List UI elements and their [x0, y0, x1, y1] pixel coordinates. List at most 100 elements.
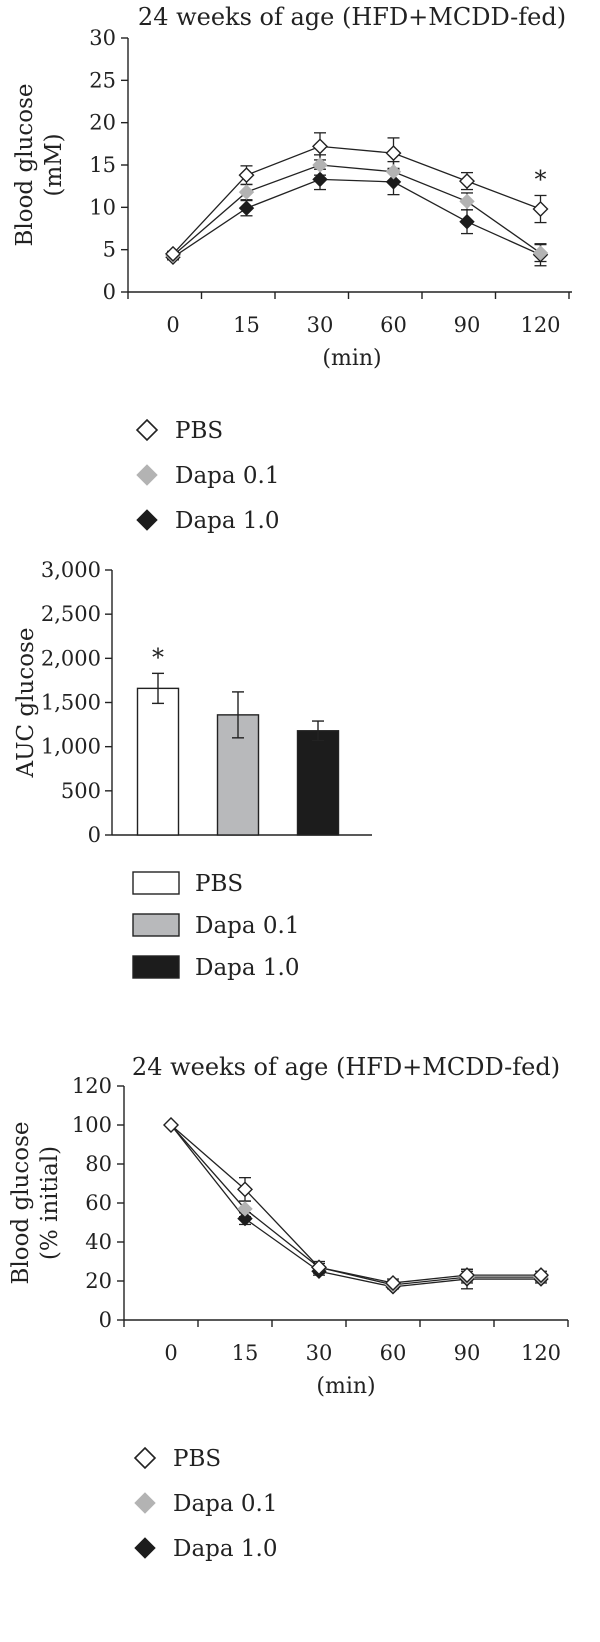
legend-label: PBS — [195, 871, 243, 897]
y-axis-label-line: Blood glucose — [8, 1121, 34, 1284]
bar — [136, 687, 180, 836]
y-tick-label: 120 — [72, 1074, 112, 1098]
legend-label: Dapa 1.0 — [173, 1536, 277, 1562]
series-line — [172, 145, 541, 255]
data-point — [238, 167, 255, 184]
y-tick-label: 40 — [85, 1230, 112, 1254]
x-tick-label: 60 — [380, 313, 407, 337]
x-tick-label: 90 — [454, 313, 481, 337]
legend-swatch — [132, 913, 180, 937]
y-axis-label-line: (% initial) — [37, 1146, 63, 1260]
significance-marker: * — [535, 165, 547, 193]
bar — [296, 730, 340, 836]
y-tick-label: 1,000 — [41, 735, 101, 759]
y-tick-label: 1,500 — [41, 691, 101, 715]
legend-marker — [134, 1492, 156, 1514]
data-point — [459, 173, 475, 190]
legend-label: Dapa 1.0 — [195, 955, 299, 981]
y-axis-label: Blood glucose (mM) — [12, 83, 67, 246]
y-axis-label: Blood glucose (% initial) — [8, 1121, 63, 1284]
y-tick-label: 500 — [61, 779, 101, 803]
legend-marker — [136, 509, 158, 531]
y-tick-label: 60 — [85, 1191, 112, 1215]
x-tick-label: 15 — [232, 1341, 259, 1365]
data-point — [533, 1267, 549, 1284]
y-tick-label: 20 — [89, 111, 116, 135]
series-line — [172, 178, 541, 258]
y-tick-label: 25 — [89, 68, 116, 92]
y-tick-label: 20 — [85, 1269, 112, 1293]
y-axis-label: AUC glucose — [13, 628, 39, 779]
series-line — [172, 164, 541, 257]
series-line — [170, 1124, 541, 1284]
series-line — [170, 1124, 541, 1286]
glucose-tolerance-chart: 24 weeks of age (HFD+MCDD-fed) 0 5 10 15 20 25… — [12, 3, 572, 371]
legend-label: PBS — [175, 418, 223, 444]
y-tick-label: 80 — [85, 1152, 112, 1176]
legend-marker — [136, 464, 158, 486]
x-tick-label: 60 — [380, 1341, 407, 1365]
legend-label: Dapa 0.1 — [195, 913, 299, 939]
x-axis-label: (min) — [322, 346, 381, 371]
legend-marker — [135, 418, 159, 442]
data-point — [165, 245, 181, 262]
y-axis-label-line: Blood glucose — [12, 83, 38, 246]
x-axis-label: (min) — [316, 1374, 375, 1399]
y-tick-label: 2,000 — [41, 646, 101, 670]
data-point — [312, 171, 328, 188]
data-point — [532, 201, 549, 218]
legend-marker — [134, 1537, 156, 1559]
legend-label: PBS — [173, 1446, 221, 1472]
data-point — [237, 1201, 253, 1217]
x-tick-label: 30 — [306, 1341, 333, 1365]
data-point — [459, 214, 475, 230]
x-tick-label: 0 — [166, 313, 179, 337]
data-point — [459, 193, 475, 210]
data-point — [237, 1181, 253, 1198]
x-tick-label: 120 — [520, 313, 560, 337]
data-point — [385, 174, 402, 190]
legend-label: Dapa 0.1 — [173, 1491, 277, 1517]
x-tick-label: 0 — [164, 1341, 177, 1365]
x-tick-label: 90 — [454, 1341, 481, 1365]
data-point — [312, 138, 328, 155]
y-tick-label: 0 — [103, 280, 116, 304]
legend-label: Dapa 0.1 — [175, 463, 279, 489]
x-tick-label: 120 — [521, 1341, 561, 1365]
y-axis-label-line: (mM) — [41, 133, 67, 196]
chart-title: 24 weeks of age (HFD+MCDD-fed) — [138, 3, 566, 31]
x-tick-label: 30 — [307, 313, 334, 337]
data-point — [238, 184, 255, 200]
data-point — [237, 1210, 253, 1227]
y-tick-label: 3,000 — [41, 558, 101, 582]
glucose-percent-chart: 24 weeks of age (HFD+MCDD-fed) 0 20 40 60 80 1… — [8, 1053, 569, 1399]
y-tick-label: 100 — [72, 1113, 112, 1137]
y-tick-label: 2,500 — [41, 602, 101, 626]
data-point — [238, 200, 255, 216]
data-point — [385, 164, 402, 180]
y-tick-label: 10 — [89, 195, 116, 219]
legend-marker — [133, 1446, 157, 1470]
significance-marker: * — [152, 643, 164, 671]
data-point — [459, 1267, 475, 1284]
data-point — [385, 1274, 401, 1291]
y-tick-label: 5 — [103, 238, 116, 262]
glucose-percent-legend: PBS Dapa 0.1 Dapa 1.0 — [133, 1446, 277, 1562]
y-tick-label: 0 — [99, 1308, 112, 1332]
x-tick-label: 15 — [233, 313, 260, 337]
auc-bar-legend: PBS Dapa 0.1 Dapa 1.0 — [132, 871, 299, 981]
series-line — [170, 1124, 541, 1288]
chart-title: 24 weeks of age (HFD+MCDD-fed) — [132, 1053, 560, 1081]
legend-swatch — [132, 955, 180, 979]
auc-bar-chart: 0 500 1,000 1,500 2,000 2,500 3,000 AUC glucose… — [13, 558, 372, 847]
data-point — [385, 145, 402, 162]
y-tick-label: 30 — [89, 26, 116, 50]
glucose-tolerance-legend: PBS Dapa 0.1 Dapa 1.0 — [135, 418, 279, 534]
data-point — [163, 1117, 179, 1133]
data-point — [311, 1259, 327, 1276]
data-point — [532, 245, 549, 261]
y-tick-label: 15 — [89, 153, 116, 177]
legend-swatch — [132, 871, 180, 895]
y-tick-label: 0 — [88, 823, 101, 847]
